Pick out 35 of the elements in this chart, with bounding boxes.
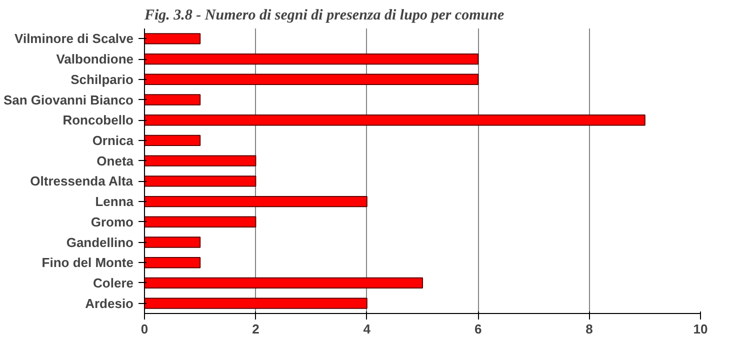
x-tick-label: 0 [140, 322, 148, 336]
x-tick-label: 6 [474, 322, 482, 336]
y-tick-label: Valbondione [56, 52, 134, 67]
bar [144, 94, 201, 106]
bar [144, 298, 368, 309]
x-tick-label: 10 [693, 322, 708, 336]
bar [144, 74, 479, 85]
y-tick-label: Vilminore di Scalve [14, 31, 134, 46]
y-tick-label: Colere [93, 275, 134, 290]
y-tick-label: Oneta [96, 153, 134, 168]
y-tick-label: Roncobello [62, 112, 134, 128]
y-tick-label: Fino del Monte [42, 255, 134, 270]
bar [144, 176, 256, 187]
bar [144, 155, 256, 166]
x-tick-label: 8 [586, 322, 593, 336]
y-tick-label: Oltressenda Alta [30, 174, 134, 189]
bar [144, 277, 423, 289]
y-tick-label: Schilpario [70, 72, 134, 87]
x-tick-label: 4 [363, 322, 372, 336]
chart-title: Fig. 3.8 - Numero di segni di presenza di lupo per comune [144, 8, 504, 24]
bar [144, 134, 201, 146]
y-tick-label: San Giovanni Bianco [3, 92, 134, 108]
bar [144, 257, 201, 268]
y-tick-label: Gromo [90, 214, 134, 230]
bar [144, 114, 646, 126]
y-tick-label: Ornica [92, 132, 134, 148]
bar [144, 236, 201, 248]
bar [144, 53, 479, 65]
y-tick-label: Lenna [95, 194, 134, 210]
y-tick-label: Gandellino [66, 234, 134, 250]
bar [144, 33, 201, 44]
y-tick-label: Ardesio [85, 296, 134, 311]
bar [144, 216, 256, 228]
bar [144, 196, 368, 208]
x-tick-label: 2 [252, 322, 260, 336]
